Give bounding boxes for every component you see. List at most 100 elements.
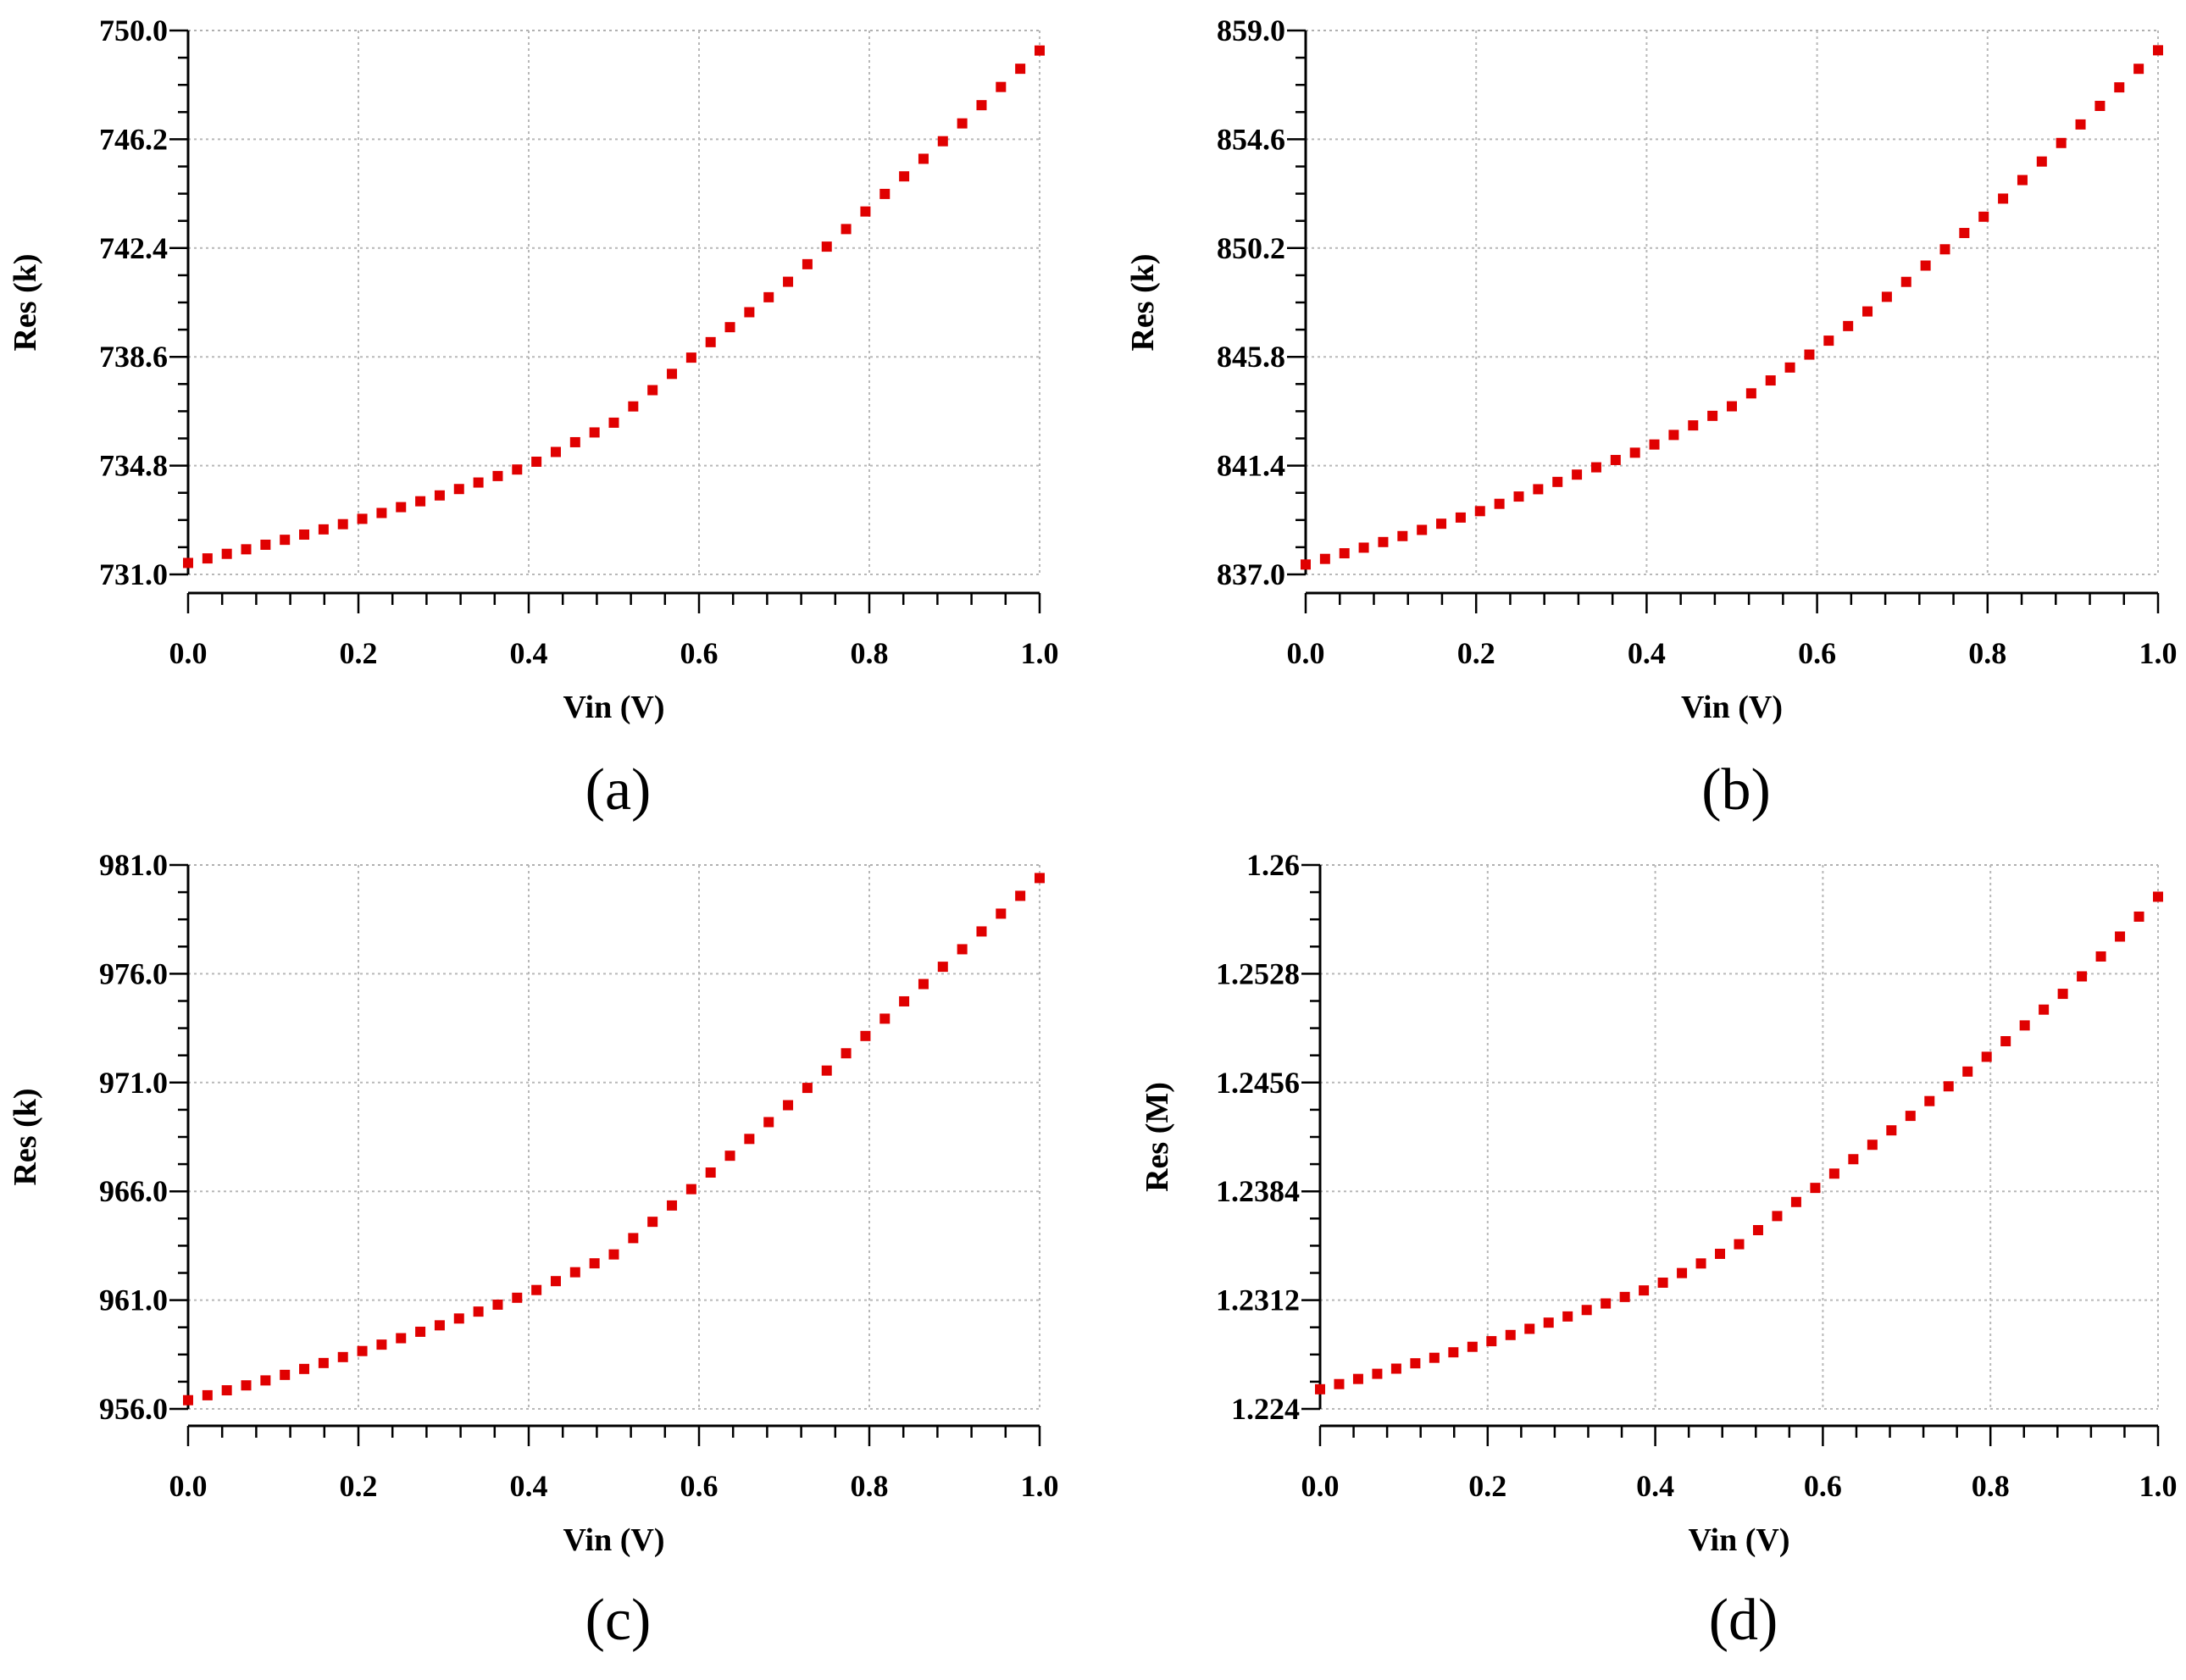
x-tick-label: 0.4 xyxy=(510,636,548,670)
data-point xyxy=(376,1339,387,1350)
data-point xyxy=(1629,447,1640,458)
data-point xyxy=(1784,362,1795,373)
data-point xyxy=(1695,1258,1706,1269)
data-point xyxy=(647,385,658,396)
data-point xyxy=(1581,1305,1592,1316)
chart-panel-2: 837.0 841.4 845.8 850.2 854.6 859.0 0.0 0.2 0.4 0… xyxy=(1125,14,2178,823)
x-tick-label: 0.4 xyxy=(1628,636,1666,670)
data-point xyxy=(1352,1373,1363,1384)
data-point xyxy=(396,1333,407,1344)
data-point xyxy=(299,530,310,541)
panel-label: (d) xyxy=(1709,1588,1778,1653)
data-point xyxy=(453,1313,464,1324)
data-point xyxy=(1688,420,1699,431)
data-point xyxy=(1828,1168,1839,1179)
x-tick-label: 0.8 xyxy=(1972,1469,2010,1503)
y-tick-label: 734.8 xyxy=(99,449,168,483)
data-point xyxy=(473,477,484,488)
data-point xyxy=(1315,1383,1325,1394)
data-point xyxy=(1494,498,1505,509)
data-point xyxy=(299,1363,310,1374)
y-tick-label: 742.4 xyxy=(99,231,168,265)
data-point xyxy=(1474,506,1485,517)
x-tick-label: 0.6 xyxy=(1798,636,1836,670)
data-point xyxy=(1939,244,1950,255)
data-point xyxy=(802,258,813,269)
data-point xyxy=(512,1292,523,1303)
data-point xyxy=(1998,193,2009,204)
y-axis-title: Res (k) xyxy=(1125,253,1161,351)
y-tick-label: 841.4 xyxy=(1217,449,1285,483)
data-point xyxy=(724,1150,735,1162)
data-point xyxy=(260,539,271,550)
data-point xyxy=(1677,1267,1688,1278)
chart-panel-4: 1.224 1.2312 1.2384 1.2456 1.2528 1.26 0.0 0.2 0… xyxy=(1140,848,2178,1653)
data-point xyxy=(1417,524,1428,535)
y-tick-label: 971.0 xyxy=(99,1066,168,1100)
data-point xyxy=(2057,989,2068,1000)
data-point xyxy=(1339,548,1350,559)
data-point xyxy=(1772,1211,1783,1222)
data-point xyxy=(396,502,407,513)
data-point xyxy=(2075,119,2086,130)
x-tick-label: 1.0 xyxy=(2139,636,2178,670)
x-axis-title: Vin (V) xyxy=(563,690,665,725)
data-point xyxy=(1962,1066,1973,1077)
data-point xyxy=(1734,1239,1745,1250)
data-point xyxy=(1981,1051,1992,1062)
data-point xyxy=(1015,64,1026,75)
data-point xyxy=(376,507,387,518)
data-point xyxy=(1358,542,1369,553)
data-point xyxy=(996,908,1007,919)
data-point xyxy=(802,1083,813,1094)
data-point xyxy=(1467,1341,1478,1352)
x-tick-label: 0.2 xyxy=(1457,636,1495,670)
data-point xyxy=(608,417,619,428)
y-tick-label: 981.0 xyxy=(99,848,168,882)
data-point xyxy=(1601,1298,1612,1309)
data-point xyxy=(512,464,523,475)
data-point xyxy=(1715,1248,1726,1259)
data-point xyxy=(337,1351,348,1362)
data-point xyxy=(937,962,948,973)
data-point xyxy=(1410,1358,1421,1369)
data-point xyxy=(841,224,852,235)
data-point xyxy=(1610,454,1621,465)
data-point xyxy=(415,1326,426,1337)
data-point xyxy=(841,1048,852,1059)
data-point xyxy=(221,548,232,559)
data-point xyxy=(1924,1095,1935,1106)
data-point xyxy=(221,1385,232,1396)
y-tick-label: 976.0 xyxy=(99,956,168,990)
data-point xyxy=(1804,349,1815,360)
data-point xyxy=(1823,335,1834,347)
data-point xyxy=(1881,291,1892,302)
data-point xyxy=(1372,1368,1383,1379)
data-point xyxy=(1727,401,1737,412)
data-point xyxy=(1319,553,1330,564)
data-point xyxy=(1848,1154,1859,1165)
x-tick-label: 0.0 xyxy=(1301,1469,1340,1503)
data-point xyxy=(918,153,929,164)
data-point xyxy=(2095,951,2106,962)
data-point xyxy=(1378,536,1389,547)
data-point xyxy=(1572,469,1583,480)
data-point xyxy=(783,1100,794,1111)
data-point xyxy=(280,535,291,546)
data-point xyxy=(899,171,910,182)
x-tick-label: 0.6 xyxy=(1804,1469,1842,1503)
data-point xyxy=(531,456,542,467)
data-point xyxy=(1886,1125,1897,1136)
data-point xyxy=(1436,518,1447,530)
data-point xyxy=(821,241,832,252)
data-point xyxy=(241,1380,252,1391)
x-axis-title: Vin (V) xyxy=(1681,690,1783,725)
data-point xyxy=(724,322,735,333)
data-point xyxy=(1448,1347,1459,1358)
data-point xyxy=(705,1167,716,1178)
data-point xyxy=(183,1394,193,1406)
data-point xyxy=(685,1184,696,1195)
data-point xyxy=(1978,211,1989,222)
data-point xyxy=(1862,306,1873,317)
